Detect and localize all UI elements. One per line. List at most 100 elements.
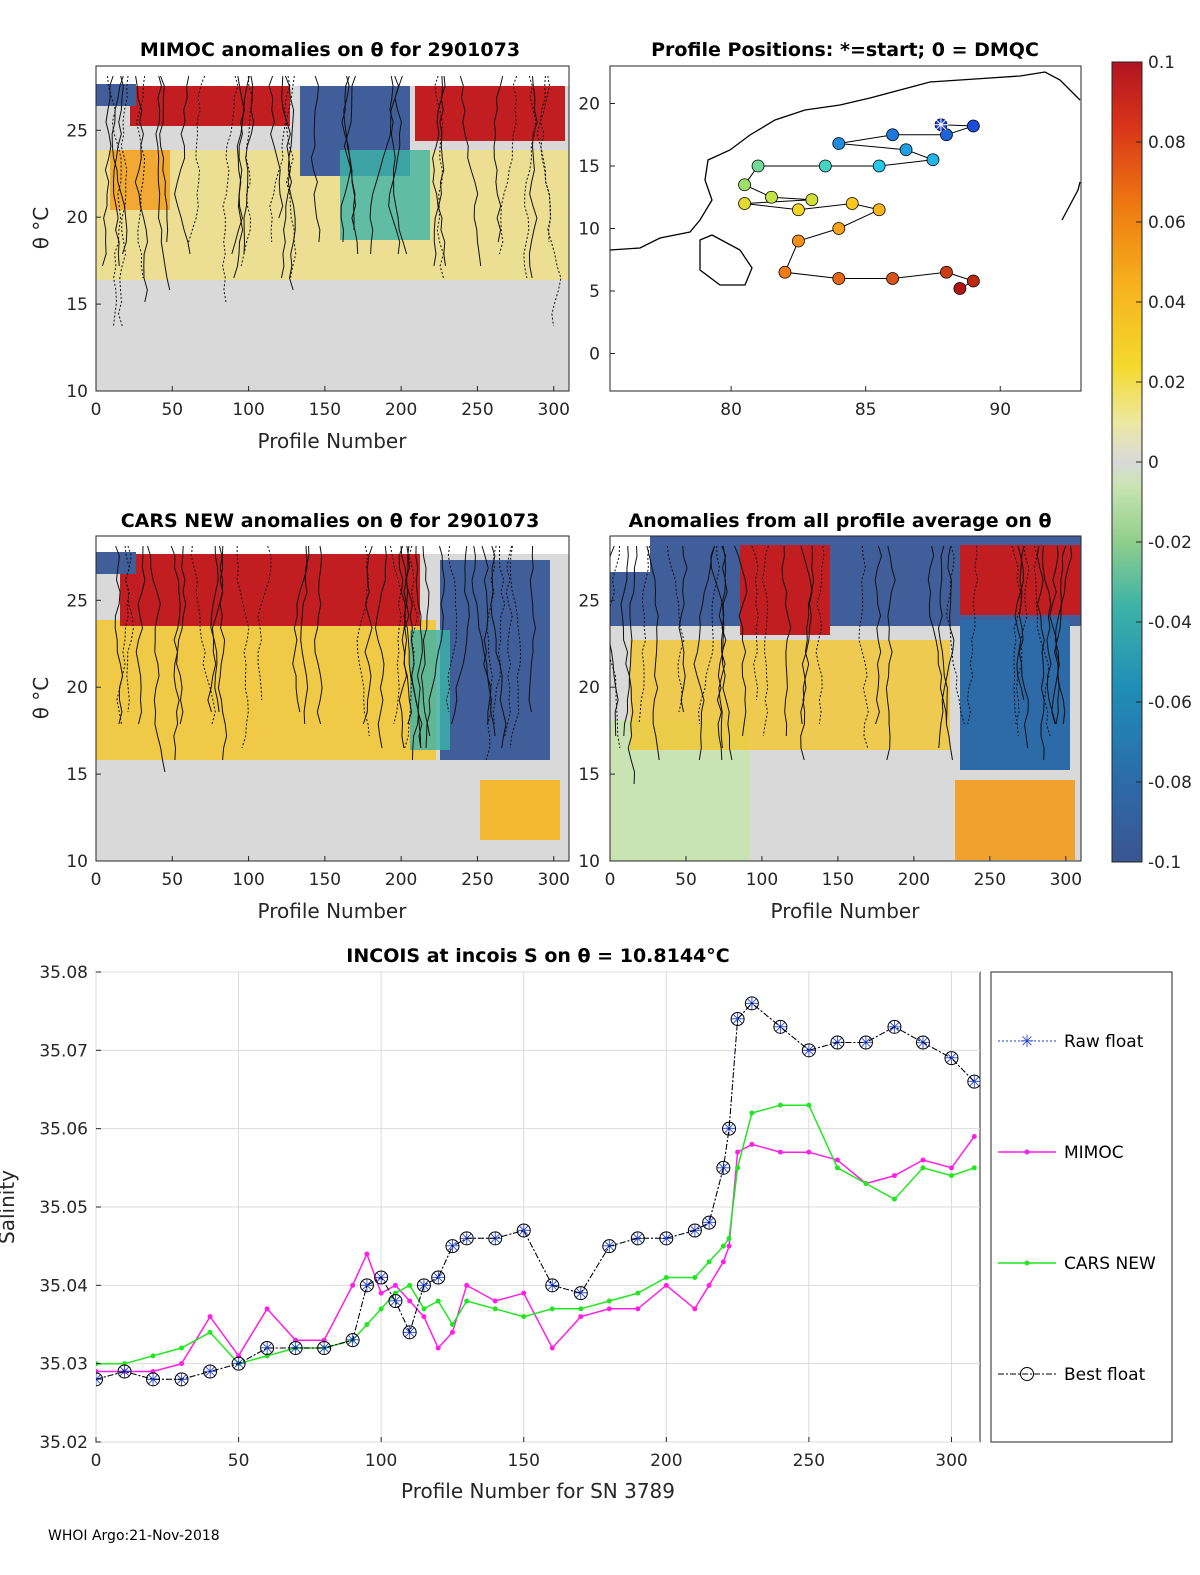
profile-positions-panel: Profile Positions: *=start; 0 = DMQC ✳ 8… [578, 39, 1082, 420]
contour-line [300, 545, 310, 725]
contour-line [815, 545, 825, 725]
y-tick-label: 10 [578, 852, 600, 872]
series-point [830, 1035, 845, 1050]
series-point [203, 1364, 218, 1379]
series-point [726, 1235, 732, 1241]
contour-line [233, 75, 250, 279]
salinity-ylabel: Salinity [0, 1170, 19, 1244]
series-point [407, 1298, 413, 1304]
y-tick-label: 35.05 [39, 1198, 88, 1218]
contour-line [268, 75, 284, 219]
x-tick-label: 300 [1050, 870, 1082, 890]
profile-marker [765, 190, 778, 204]
series-point [421, 1306, 427, 1312]
positions-xticks: 80 85 90 [720, 386, 1011, 420]
contour-line [623, 545, 638, 737]
contour-line [445, 545, 458, 713]
contour-line [874, 545, 883, 725]
contour-line [111, 75, 128, 255]
x-tick-label: 250 [974, 870, 1006, 890]
contour-line [284, 75, 296, 291]
x-tick-label: 50 [161, 400, 183, 420]
colorbar-tick-label: 0.02 [1148, 373, 1186, 393]
contour-line [190, 545, 216, 725]
series-point [858, 1035, 873, 1050]
series-point [777, 1102, 783, 1108]
contour-line [610, 545, 619, 737]
x-tick-label: 50 [161, 870, 183, 890]
colorbar-tick-label: 0.04 [1148, 293, 1186, 313]
y-tick-label: 25 [578, 591, 600, 611]
y-tick-label: 0 [589, 345, 600, 365]
contour-line [240, 75, 254, 267]
contour-line [734, 545, 748, 737]
series-point [96, 1372, 103, 1387]
x-tick-label: 100 [232, 400, 264, 420]
legend-box [990, 971, 1173, 1443]
series-point [207, 1314, 213, 1320]
contour-line [620, 545, 636, 785]
contour-line [1054, 545, 1067, 725]
x-tick-label: 150 [309, 870, 341, 890]
contour-line [388, 75, 403, 255]
contour-line [938, 545, 955, 749]
profile-marker [832, 272, 846, 285]
average-title: Anomalies from all profile average on θ [628, 510, 1051, 532]
contour-line [147, 545, 166, 773]
x-tick-label: 0 [605, 870, 616, 890]
colorbar-tick-label: -0.08 [1148, 773, 1192, 793]
contour-line [1011, 545, 1022, 737]
profile-marker [832, 222, 846, 235]
contour-line [114, 545, 124, 725]
profile-marker [886, 272, 899, 285]
average-yticks: 10 15 20 25 [578, 591, 615, 872]
series-point [915, 1035, 930, 1050]
series-point [806, 1102, 812, 1108]
x-tick-label: 80 [720, 400, 742, 420]
contour-line [492, 545, 506, 725]
series-point [692, 1275, 698, 1280]
series-point [749, 1141, 755, 1147]
series-point [806, 1149, 812, 1155]
sri-lanka-coast [699, 234, 753, 286]
y-tick-label: 15 [66, 295, 88, 315]
average-anomaly-panel: Anomalies from all profile average on θ … [578, 510, 1082, 923]
cars-surface-cold [96, 552, 136, 574]
contour-line [284, 75, 297, 279]
series-point [435, 1298, 441, 1304]
y-tick-label: 35.06 [39, 1120, 88, 1140]
y-tick-label: 15 [578, 765, 600, 785]
x-tick-label: 300 [538, 870, 570, 890]
contour-line [536, 75, 562, 327]
contour-line [678, 545, 688, 713]
average-warm-deep [955, 780, 1075, 860]
float-track: ✳ [738, 113, 980, 295]
series-point [630, 1231, 645, 1246]
series-point [345, 1333, 360, 1348]
legend-item-mimoc: MIMOC [998, 1143, 1124, 1163]
mimoc-surface-cold [96, 84, 136, 106]
contour-line [404, 545, 419, 749]
colorbar-tick-label: 0 [1148, 453, 1159, 473]
contour-line [698, 545, 720, 725]
mimoc-ylabel: θ °C [29, 207, 53, 250]
series-point [777, 1149, 783, 1155]
contour-line [433, 75, 446, 267]
contour-line [499, 75, 518, 255]
x-tick-label: 50 [228, 1451, 250, 1471]
contour-line [362, 545, 373, 725]
y-tick-label: 20 [66, 678, 88, 698]
contour-line [236, 545, 250, 749]
cars-contours [114, 545, 537, 773]
contour-line [343, 75, 359, 255]
footer-credit: WHOI Argo:21-Nov-2018 [48, 1528, 220, 1544]
mimoc-contours [101, 75, 562, 327]
contour-line [134, 75, 149, 303]
y-tick-label: 15 [578, 157, 600, 177]
y-tick-label: 20 [66, 208, 88, 228]
salinity-grid [95, 971, 980, 1443]
series-point [364, 1322, 370, 1327]
average-xticks: 0 50 100 150 200 250 300 [605, 856, 1082, 890]
legend-mimoc-label: MIMOC [1064, 1143, 1124, 1163]
contour-line [693, 545, 716, 761]
